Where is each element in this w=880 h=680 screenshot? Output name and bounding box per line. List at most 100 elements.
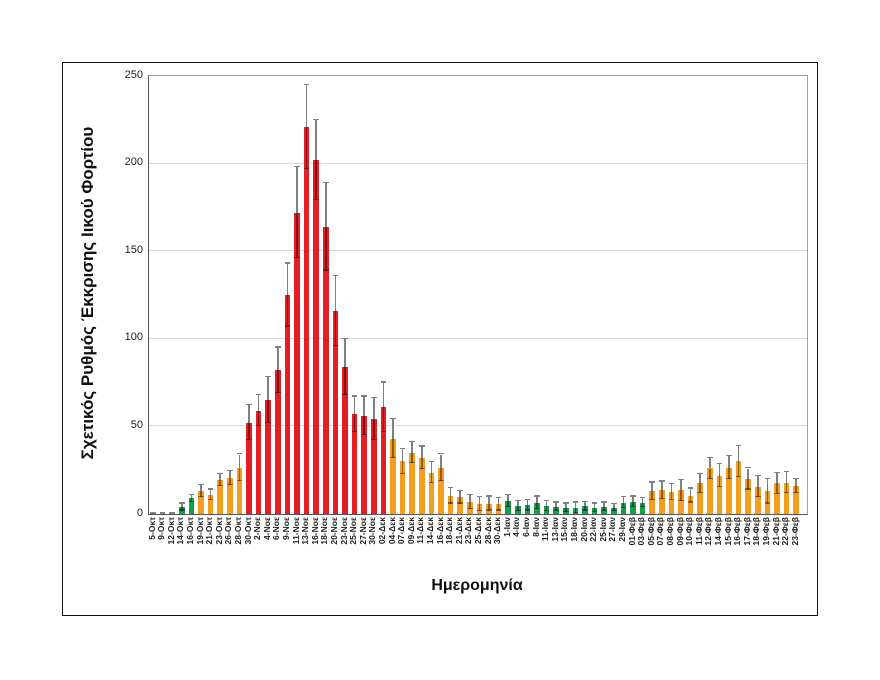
- x-tick-label: 01-Φεβ: [626, 517, 637, 546]
- error-bar-minus: [517, 506, 519, 512]
- error-bar-minus: [737, 461, 740, 478]
- error-bar-cap-top: [399, 448, 406, 450]
- bar: [428, 472, 435, 514]
- error-bar-plus: [257, 394, 260, 411]
- error-bar-plus: [507, 494, 509, 501]
- bar: [438, 467, 444, 514]
- bar: [611, 507, 617, 514]
- error-bar-cap-bottom: [275, 391, 281, 394]
- error-bar-cap-top: [332, 274, 339, 276]
- error-bar-cap-bottom: [726, 477, 732, 479]
- x-tick-label: 8-Ιαν: [530, 517, 541, 537]
- error-bar-cap-top: [467, 493, 473, 495]
- error-bar-plus: [728, 456, 730, 468]
- error-bar-cap-top: [265, 376, 271, 378]
- error-bar-minus: [469, 501, 471, 509]
- error-bar-minus: [257, 410, 260, 427]
- bar: [351, 414, 358, 514]
- error-bar-minus: [430, 472, 433, 484]
- x-tick-label: 09-Φεβ: [674, 517, 685, 546]
- error-bar-plus: [430, 462, 433, 473]
- error-bar-cap-bottom: [351, 430, 358, 432]
- error-bar-minus: [344, 366, 346, 395]
- error-bar-plus: [449, 487, 452, 496]
- bar: [735, 461, 742, 514]
- error-bar-cap-bottom: [265, 421, 271, 423]
- bar: [284, 295, 291, 514]
- error-bar-plus: [776, 472, 778, 484]
- error-bar-cap-bottom: [371, 439, 377, 441]
- error-bar-minus: [699, 483, 701, 493]
- bar: [447, 495, 454, 514]
- bar: [678, 490, 684, 514]
- x-tick-label: 11-Νοε: [290, 517, 301, 545]
- error-bar-cap-bottom: [380, 430, 387, 432]
- error-bar-minus: [526, 505, 529, 511]
- error-bar-cap-top: [361, 395, 367, 397]
- error-bar-cap-bottom: [390, 456, 396, 458]
- error-bar-cap-bottom: [217, 484, 223, 486]
- bar: [764, 491, 771, 514]
- error-bar-cap-bottom: [697, 491, 703, 493]
- error-bar-cap-top: [227, 469, 233, 472]
- x-tick-label: 21-Οκτ: [204, 517, 215, 545]
- error-bar-cap-top: [630, 495, 636, 497]
- error-bar-minus: [613, 507, 615, 512]
- x-tick-label: 12-Φεβ: [703, 517, 714, 546]
- x-tick-label: 07-Δεκ: [396, 517, 407, 545]
- error-bar-minus: [325, 226, 327, 271]
- error-bar-cap-top: [572, 501, 579, 503]
- error-bar-cap-top: [659, 480, 665, 482]
- error-bar-minus: [584, 506, 586, 511]
- error-bar-minus: [421, 457, 423, 470]
- x-tick-label: 18-Ιαν: [568, 517, 579, 542]
- error-bar-minus: [709, 468, 711, 479]
- error-bar-cap-bottom: [534, 507, 540, 509]
- x-tick-label: 16-Δεκ: [434, 517, 445, 545]
- error-bar-cap-bottom: [409, 462, 415, 464]
- error-bar-cap-bottom: [764, 502, 771, 504]
- error-bar-minus: [286, 295, 289, 327]
- error-bar-cap-bottom: [630, 505, 636, 507]
- error-bar-plus: [593, 503, 596, 508]
- y-tick-label: 200: [124, 156, 143, 169]
- error-bar-minus: [497, 504, 500, 511]
- error-bar-cap-bottom: [361, 434, 367, 436]
- error-bar-plus: [305, 84, 308, 127]
- error-bar-plus: [363, 396, 365, 416]
- error-bar-plus: [392, 419, 394, 439]
- bar: [755, 486, 761, 514]
- error-bar-minus: [651, 491, 653, 500]
- bar: [457, 497, 463, 514]
- error-bar-cap-top: [217, 472, 223, 474]
- error-bar-minus: [507, 500, 509, 507]
- error-bar-minus: [363, 415, 365, 436]
- error-bar-plus: [584, 501, 586, 507]
- error-bar-cap-top: [543, 499, 550, 501]
- error-bar-plus: [661, 481, 663, 491]
- error-bar-cap-top: [524, 498, 531, 500]
- bar: [639, 502, 646, 514]
- error-bar-minus: [622, 502, 625, 508]
- bar: [716, 475, 723, 514]
- bar: [255, 410, 262, 514]
- y-axis-title: Σχετικός Ρυθμός Έκκρισης Ιικού Φορτίου: [78, 126, 97, 460]
- error-bar-cap-top: [687, 487, 694, 489]
- error-bar-cap-bottom: [227, 483, 233, 486]
- error-bar-plus: [737, 445, 740, 462]
- x-tick-label: 19-Φεβ: [760, 517, 771, 546]
- error-bar-plus: [526, 499, 529, 506]
- error-bar-cap-top: [409, 441, 415, 443]
- error-bar-plus: [286, 263, 289, 295]
- y-tick-label: 0: [136, 506, 143, 519]
- error-bar-plus: [344, 338, 346, 367]
- x-tick-label: 18-Δεκ: [444, 517, 455, 545]
- bar: [745, 479, 751, 514]
- bar: [313, 160, 319, 514]
- error-bar-cap-top: [716, 462, 723, 465]
- bar: [236, 467, 243, 514]
- error-bar-minus: [248, 422, 250, 441]
- bar: [697, 483, 703, 514]
- error-bar-cap-bottom: [783, 491, 790, 493]
- error-bar-plus: [469, 494, 471, 502]
